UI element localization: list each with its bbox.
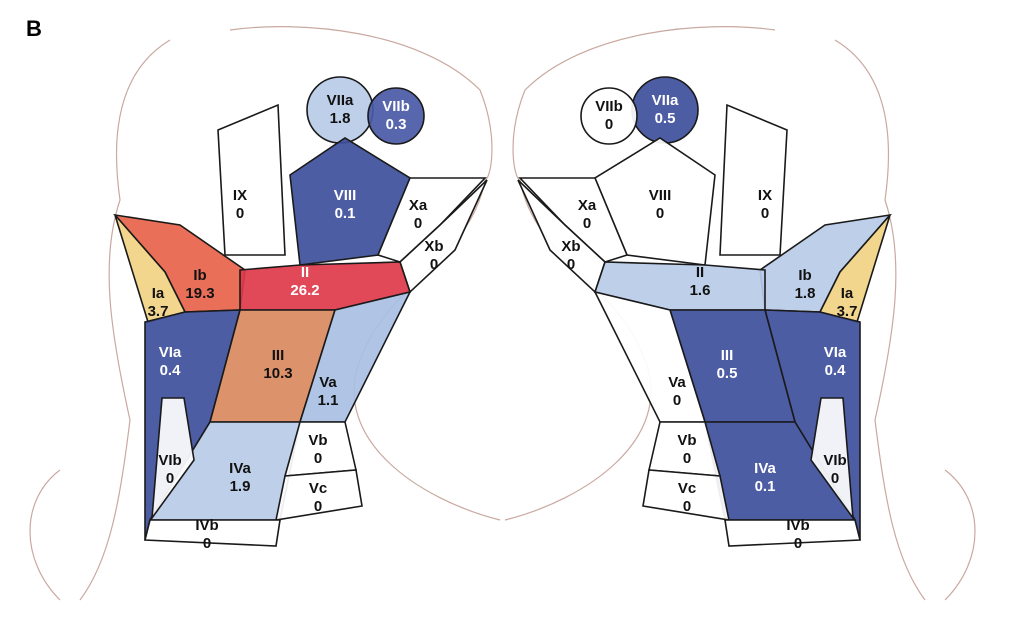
region-name: Xa	[578, 197, 597, 214]
region	[719, 103, 788, 256]
region-name: VIIb	[595, 98, 623, 115]
region-name: III	[272, 347, 285, 364]
region-value: 0	[567, 256, 575, 273]
region-name: IX	[233, 187, 247, 204]
region-value: 0.1	[755, 478, 776, 495]
region-name: VIa	[824, 344, 847, 361]
region-name: VIa	[159, 344, 182, 361]
region-name: Ia	[841, 285, 854, 302]
region-name: IVa	[229, 460, 251, 477]
region-value: 0	[166, 470, 174, 487]
region-name: Xb	[424, 238, 443, 255]
region-value: 0	[314, 498, 322, 515]
region-value: 0	[314, 450, 322, 467]
region-value: 1.1	[318, 392, 339, 409]
region-value: 3.7	[148, 303, 169, 320]
region-name: Va	[319, 374, 337, 391]
region-value: 10.3	[263, 365, 292, 382]
region	[580, 87, 638, 145]
region-value: 0.3	[386, 116, 407, 133]
region-name: II	[696, 264, 704, 281]
region-value: 0	[203, 535, 211, 552]
region-value: 0	[656, 205, 664, 222]
region-name: VIII	[334, 187, 357, 204]
region-name: Ia	[152, 285, 165, 302]
region-value: 1.8	[330, 110, 351, 127]
region-name: Vb	[677, 432, 696, 449]
region	[274, 469, 363, 521]
region-name: Va	[668, 374, 686, 391]
region-name: II	[301, 264, 309, 281]
region-name: Ib	[798, 267, 811, 284]
region-value: 0	[794, 535, 802, 552]
region-value: 0.5	[655, 110, 676, 127]
region-value: 0	[605, 116, 613, 133]
region-value: 0.1	[335, 205, 356, 222]
region-value: 0.5	[717, 365, 738, 382]
region-value: 1.6	[690, 282, 711, 299]
region-value: 0	[430, 256, 438, 273]
region-name: VIb	[823, 452, 846, 469]
region	[367, 87, 425, 145]
region	[217, 103, 286, 256]
region-value: 0	[236, 205, 244, 222]
region-value: 0	[673, 392, 681, 409]
region-value: 0	[683, 450, 691, 467]
region-name: IVa	[754, 460, 776, 477]
region-value: 0.4	[160, 362, 182, 379]
region-name: Vc	[678, 480, 696, 497]
panel-label: B	[26, 16, 42, 41]
region	[810, 397, 855, 521]
region-value: 0	[414, 215, 422, 232]
region	[642, 469, 731, 521]
region-value: 0	[761, 205, 769, 222]
region-name: Xa	[409, 197, 428, 214]
region-name: VIIa	[652, 92, 679, 109]
region-value: 26.2	[290, 282, 319, 299]
region-value: 1.8	[795, 285, 816, 302]
region-value: 0	[583, 215, 591, 232]
region-name: VIIb	[382, 98, 410, 115]
region	[143, 519, 281, 547]
region-name: Vc	[309, 480, 327, 497]
region-value: 1.9	[230, 478, 251, 495]
region-name: III	[721, 347, 734, 364]
region	[724, 519, 862, 547]
region-name: VIb	[158, 452, 181, 469]
region-name: IX	[758, 187, 772, 204]
region-name: IVb	[195, 517, 218, 534]
region	[150, 397, 195, 521]
region-value: 3.7	[837, 303, 858, 320]
region-name: IVb	[786, 517, 809, 534]
region-value: 19.3	[185, 285, 214, 302]
region-name: Vb	[308, 432, 327, 449]
region-name: VIIa	[327, 92, 354, 109]
region-value: 0	[831, 470, 839, 487]
region-value: 0	[683, 498, 691, 515]
region-name: VIII	[649, 187, 672, 204]
region-name: Ib	[193, 267, 206, 284]
region-value: 0.4	[825, 362, 847, 379]
region-name: Xb	[561, 238, 580, 255]
